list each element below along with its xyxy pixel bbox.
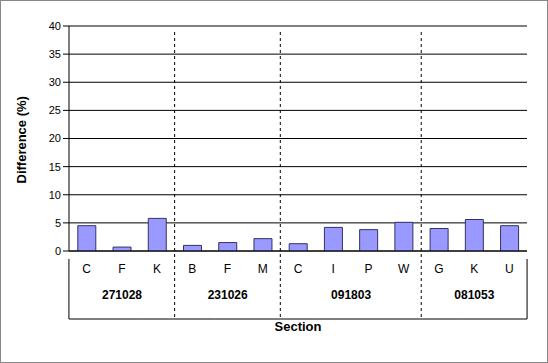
svg-text:W: W <box>398 262 410 276</box>
svg-text:U: U <box>505 262 514 276</box>
svg-text:081053: 081053 <box>454 288 494 302</box>
svg-text:F: F <box>224 262 231 276</box>
svg-text:5: 5 <box>55 217 61 229</box>
svg-text:K: K <box>470 262 478 276</box>
svg-text:P: P <box>364 262 372 276</box>
svg-text:C: C <box>294 262 303 276</box>
svg-text:35: 35 <box>49 48 61 60</box>
svg-text:20: 20 <box>49 132 61 144</box>
svg-text:G: G <box>434 262 443 276</box>
svg-text:10: 10 <box>49 189 61 201</box>
svg-text:271028: 271028 <box>102 288 142 302</box>
svg-text:15: 15 <box>49 161 61 173</box>
svg-text:0: 0 <box>55 245 61 257</box>
svg-text:M: M <box>258 262 268 276</box>
svg-text:30: 30 <box>49 76 61 88</box>
svg-text:25: 25 <box>49 104 61 116</box>
svg-text:Difference (%): Difference (%) <box>14 96 29 183</box>
svg-text:F: F <box>118 262 125 276</box>
svg-text:231026: 231026 <box>208 288 248 302</box>
svg-text:C: C <box>82 262 91 276</box>
svg-text:Section: Section <box>275 319 322 334</box>
svg-text:I: I <box>332 262 335 276</box>
svg-text:B: B <box>188 262 196 276</box>
svg-text:K: K <box>153 262 161 276</box>
svg-text:091803: 091803 <box>331 288 371 302</box>
svg-text:40: 40 <box>49 20 61 32</box>
